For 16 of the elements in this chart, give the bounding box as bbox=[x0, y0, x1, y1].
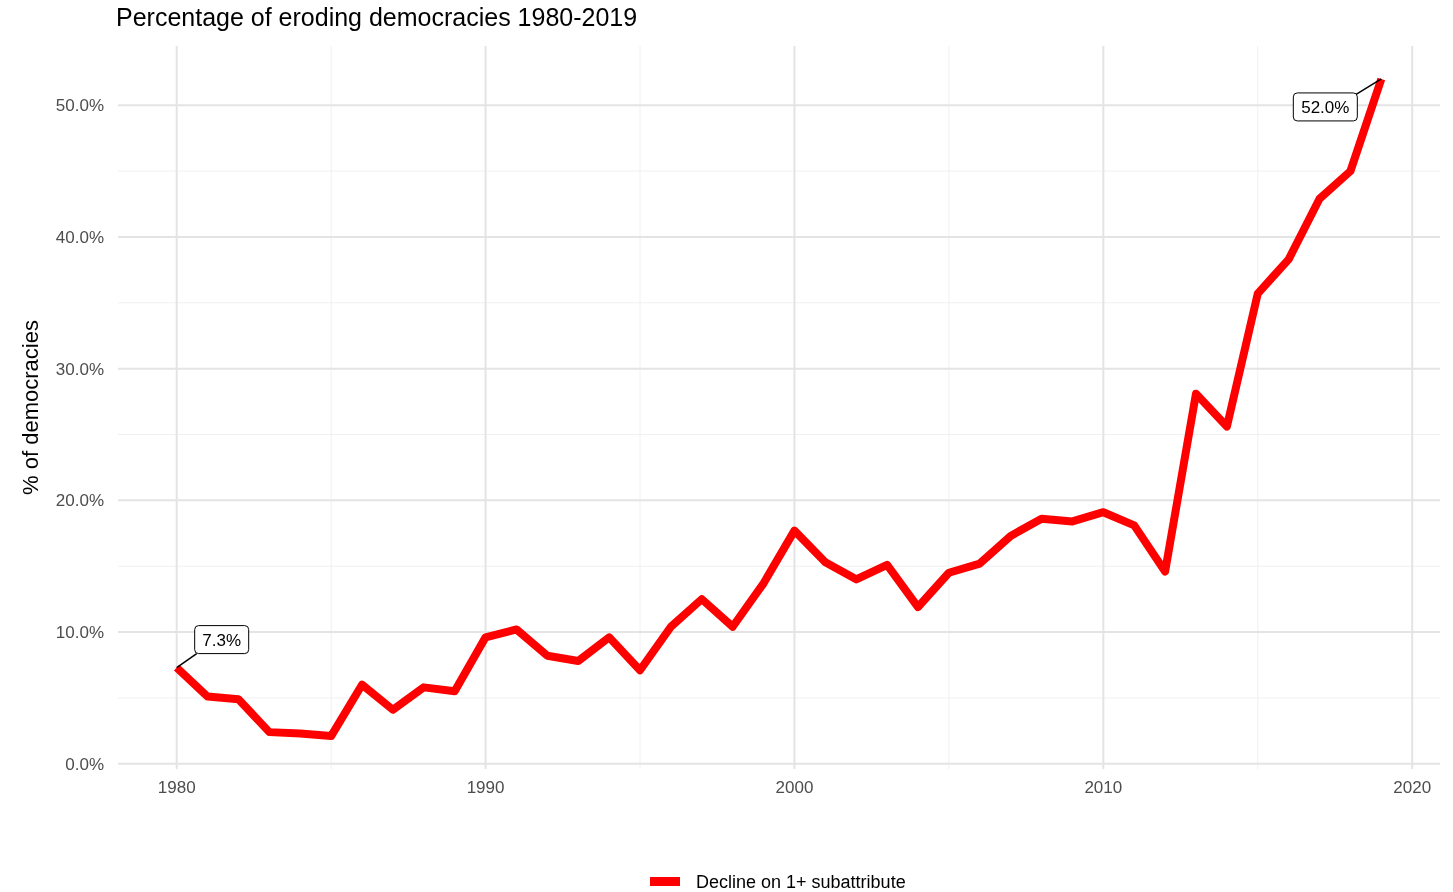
y-tick-label: 20.0% bbox=[55, 491, 104, 511]
y-tick-label: 30.0% bbox=[55, 359, 104, 379]
legend-label: Decline on 1+ subattribute bbox=[696, 872, 906, 892]
y-axis-title: % of democracies bbox=[18, 320, 43, 495]
x-tick-label: 2010 bbox=[1084, 778, 1123, 797]
y-tick-label: 10.0% bbox=[55, 623, 104, 643]
y-tick-label: 0.0% bbox=[65, 754, 104, 774]
chart-title: Percentage of eroding democracies 1980-2019 bbox=[116, 3, 638, 31]
x-tick-label: 2020 bbox=[1393, 778, 1432, 797]
x-tick-label: 1980 bbox=[157, 778, 196, 797]
x-tick-label: 2000 bbox=[775, 778, 814, 797]
x-tick-label: 1990 bbox=[466, 778, 505, 797]
y-tick-label: 50.0% bbox=[55, 96, 104, 116]
y-tick-label: 40.0% bbox=[55, 227, 104, 247]
annotation: 7.3% bbox=[202, 630, 242, 650]
annotation: 52.0% bbox=[1301, 97, 1350, 117]
